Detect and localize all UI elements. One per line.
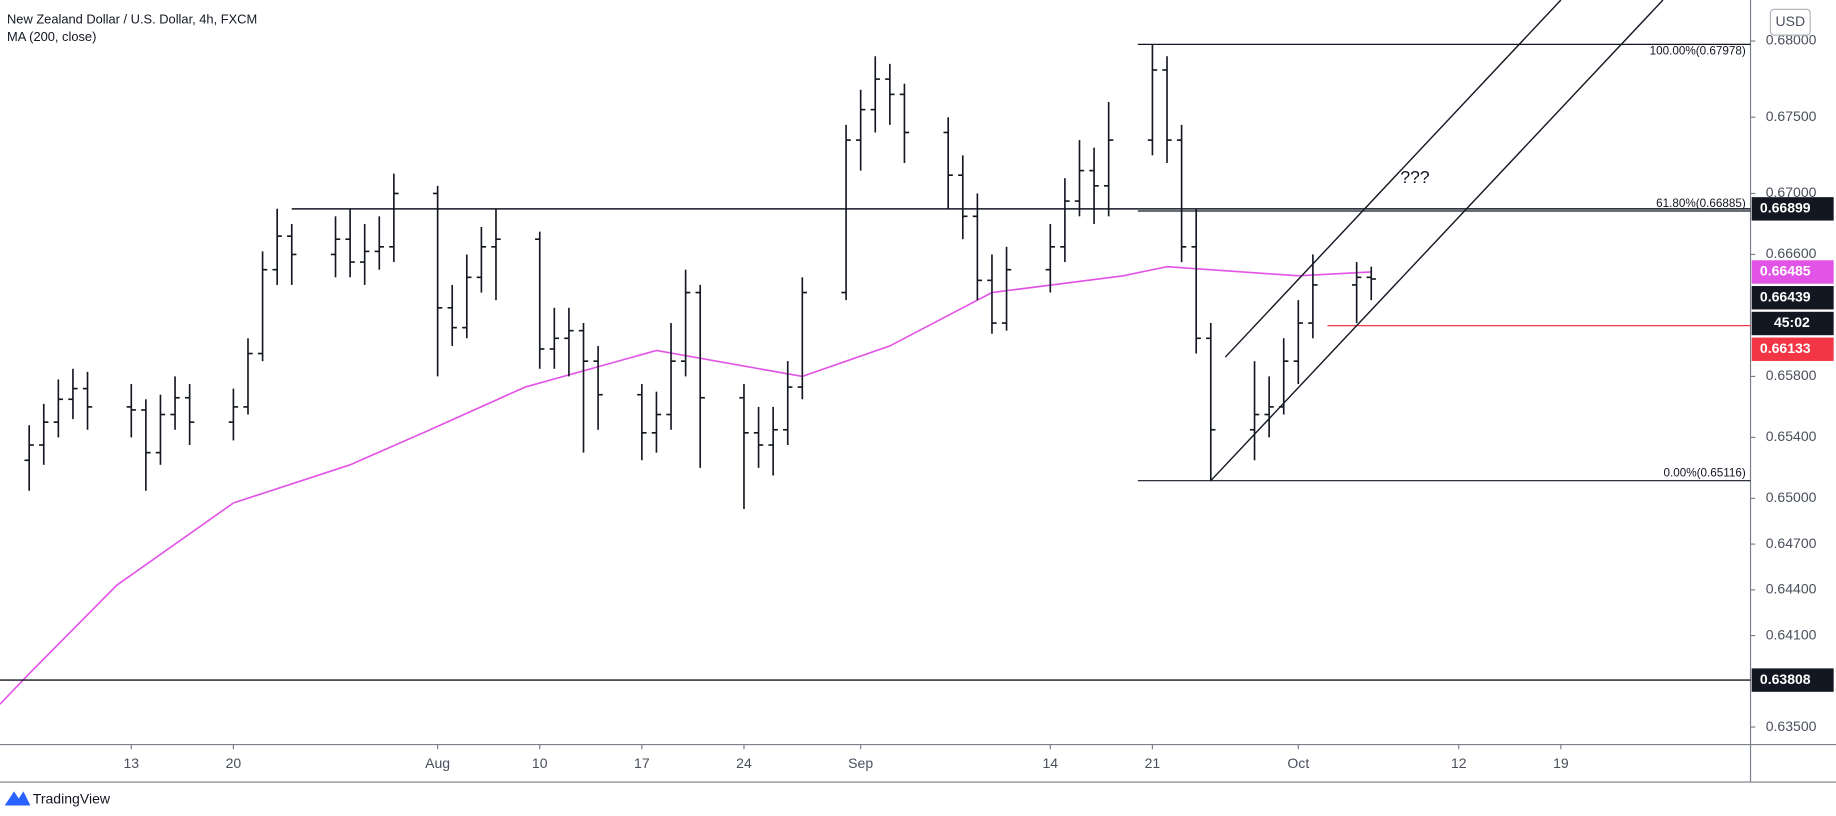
y-tick-label: 0.65000 xyxy=(1766,489,1817,505)
y-tick-label: 0.64100 xyxy=(1766,626,1817,642)
countdown-label: 45:02 xyxy=(1774,314,1810,330)
x-tick-label: 14 xyxy=(1043,755,1059,771)
price-label: 0.66133 xyxy=(1760,340,1811,356)
x-tick-label: Sep xyxy=(848,755,873,771)
currency-label[interactable]: USD xyxy=(1776,13,1806,29)
x-tick-label: 19 xyxy=(1553,755,1569,771)
brand-name: TradingView xyxy=(33,790,111,806)
x-tick-label: Aug xyxy=(425,755,450,771)
y-tick-label: 0.67500 xyxy=(1766,108,1817,124)
fib-label: 100.00%(0.67978) xyxy=(1650,44,1746,57)
axes: 0.68000 0.67500 0.67000 0.66600 0.65800 0.654… xyxy=(123,32,1834,771)
plot-area: 100.00%(0.67978) 61.80%(0.66885) 0.00%(0.6… xyxy=(0,0,1751,705)
chart-title: New Zealand Dollar / U.S. Dollar, 4h, FX… xyxy=(7,11,257,26)
price-label-box xyxy=(1751,668,1834,692)
y-tick-label: 0.66600 xyxy=(1766,245,1817,261)
indicator-legend: MA (200, close) xyxy=(7,29,96,44)
y-tick-label: 0.65400 xyxy=(1766,428,1817,444)
y-tick-label: 0.65800 xyxy=(1766,367,1817,383)
price-label-box xyxy=(1751,197,1834,221)
y-tick-label: 0.64700 xyxy=(1766,535,1817,551)
price-label-box xyxy=(1751,337,1834,361)
x-tick-label: 17 xyxy=(634,755,650,771)
y-tick-label: 0.67000 xyxy=(1766,184,1817,200)
annotation: ??? xyxy=(1400,167,1430,187)
price-label: 0.66485 xyxy=(1760,263,1811,279)
currency-button[interactable] xyxy=(1769,8,1811,36)
countdown-box xyxy=(1751,311,1834,336)
y-tick-label: 0.63500 xyxy=(1766,718,1817,734)
price-label: 0.66899 xyxy=(1760,200,1811,216)
x-tick-label: 13 xyxy=(123,755,139,771)
y-tick-label: 0.64400 xyxy=(1766,581,1817,597)
price-label-box xyxy=(1751,260,1834,284)
price-label: 0.66439 xyxy=(1760,288,1811,304)
x-tick-label: 21 xyxy=(1145,755,1161,771)
channel-line xyxy=(1224,0,1562,358)
brand-logo xyxy=(4,791,31,806)
x-tick-label: Oct xyxy=(1287,755,1309,771)
fib-label: 61.80%(0.66885) xyxy=(1656,197,1746,210)
x-tick-label: 24 xyxy=(736,755,752,771)
ma-line xyxy=(0,265,1372,705)
y-tick-label: 0.68000 xyxy=(1766,32,1817,48)
x-tick-label: 10 xyxy=(532,755,548,771)
x-tick-label: 12 xyxy=(1451,755,1467,771)
x-tick-label: 20 xyxy=(226,755,242,771)
price-label: 0.63808 xyxy=(1760,671,1811,687)
fib-label: 0.00%(0.65116) xyxy=(1664,467,1746,480)
channel-line xyxy=(1210,0,1664,482)
price-label-box xyxy=(1751,286,1834,310)
